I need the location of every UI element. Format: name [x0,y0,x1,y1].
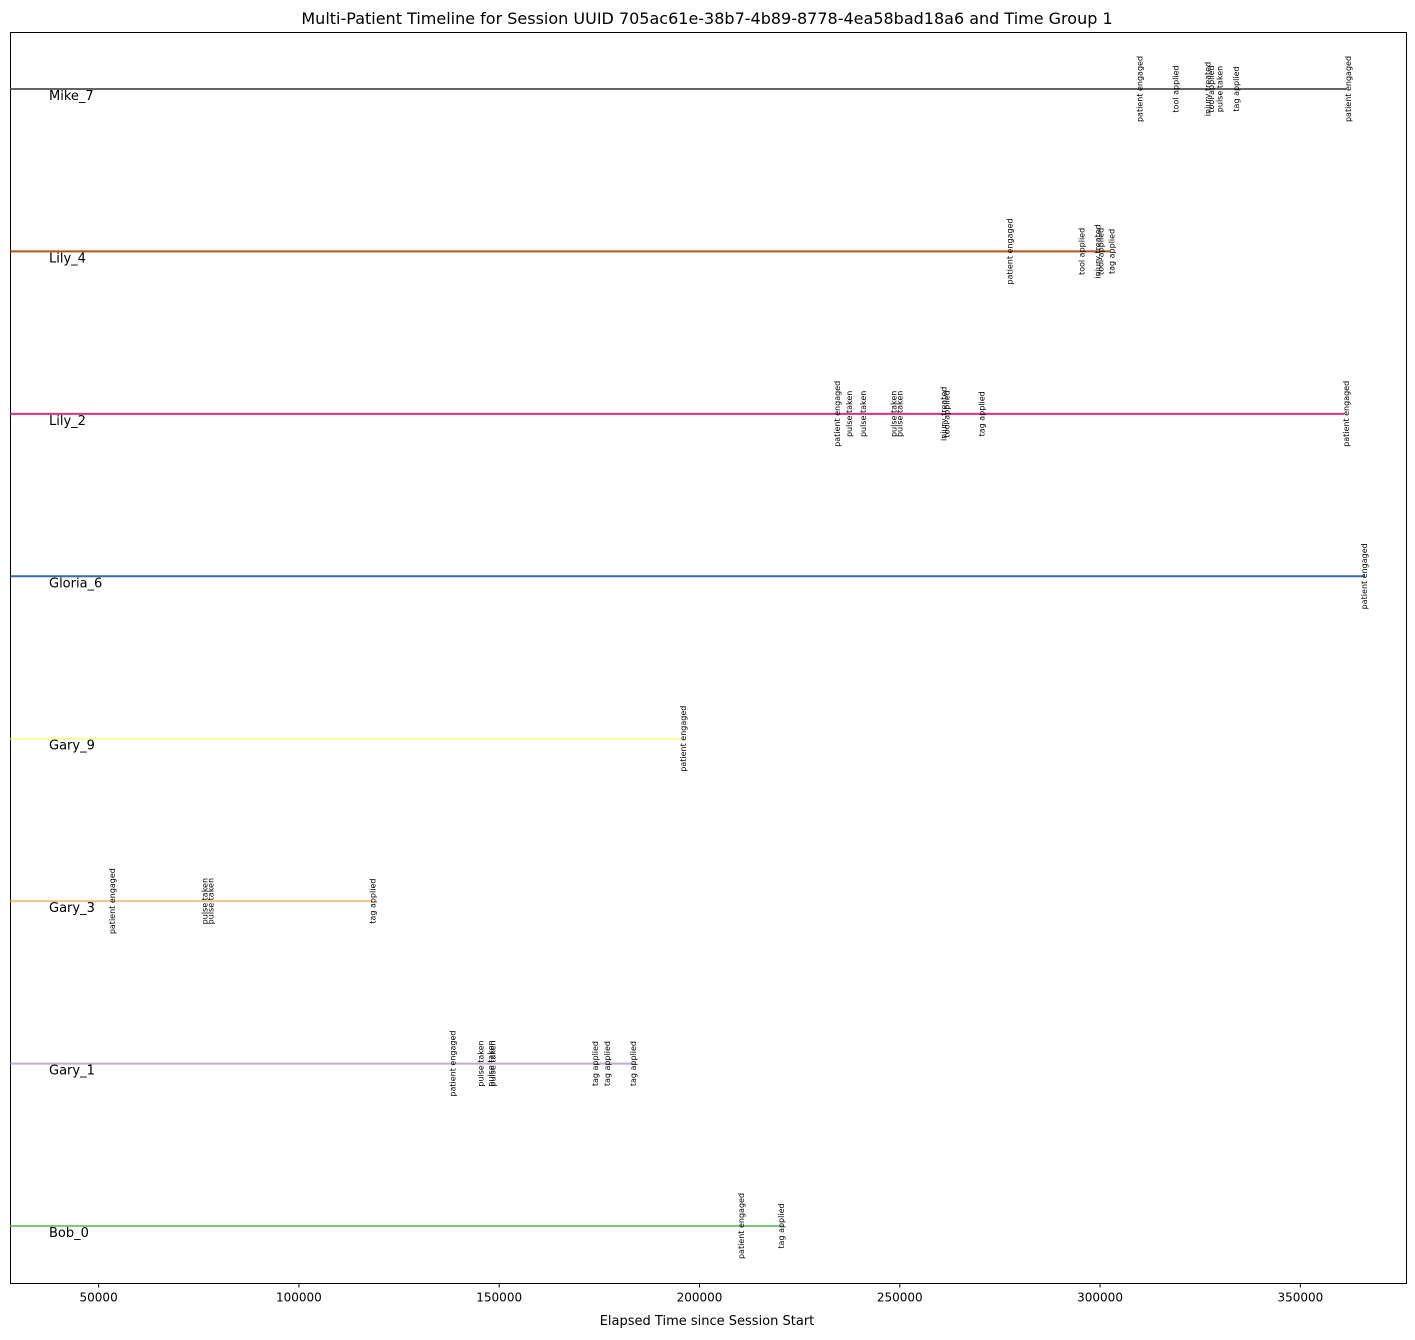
series-label: Lily_2 [49,414,86,429]
series-row: Gary_1 patient engaged pulse taken pulse ta… [10,1031,638,1097]
event-label: pulse taken [206,878,215,924]
event-label: tool applied [943,390,952,437]
event-label: pulse taken [489,1040,498,1086]
series-label: Gary_1 [49,1064,95,1079]
event-label: patient engaged [1360,543,1369,609]
series-label: Gary_3 [49,901,95,916]
event-label: pulse taken [889,391,898,437]
x-axis-label: Elapsed Time since Session Start [600,1314,815,1329]
event-label: tool applied [1207,65,1216,112]
event-label: pulse taken [1216,66,1225,112]
event-label: tool applied [1172,65,1181,112]
x-axis: 50000 100000 150000 200000 250000 300000 35000… [80,1283,1323,1305]
event-label: tag applied [369,879,378,924]
series-row: Lily_2 patient engaged pulse taken pulse ta… [10,381,1351,447]
event-label: tag applied [977,391,986,436]
x-tick-label: 300000 [1077,1291,1123,1305]
event-label: pulse taken [845,391,854,437]
event-label: tag applied [629,1041,638,1086]
event-label: patient engaged [1005,218,1014,284]
event-label: injury treated [1094,224,1103,278]
event-label: patient engaged [1344,56,1353,122]
series-layer: Mike_7 patient engaged tool applied injury … [10,56,1369,1259]
event-label: tag applied [1108,229,1117,274]
event-label: tag applied [1232,66,1241,111]
series-row: Gloria_6 patient engaged [10,543,1369,609]
event-label: pulse taken [859,391,868,437]
series-row: Bob_0 patient engaged tag applied [10,1193,786,1259]
event-label: tag applied [591,1041,600,1086]
x-tick-label: 50000 [80,1291,118,1305]
event-label: pulse taken [487,1040,496,1086]
series-label: Mike_7 [49,89,94,104]
event-label: patient engaged [1342,381,1351,447]
plot-frame [10,32,1407,1284]
event-label: tag applied [777,1203,786,1248]
x-tick-label: 350000 [1277,1291,1323,1305]
x-tick-label: 250000 [877,1291,923,1305]
x-tick-label: 200000 [677,1291,723,1305]
x-tick-label: 100000 [276,1291,322,1305]
chart-title: Multi-Patient Timeline for Session UUID … [301,9,1112,28]
event-label: patient engaged [737,1193,746,1259]
event-label: tag applied [603,1041,612,1086]
event-label: pulse taken [895,391,904,437]
series-row: Lily_4 patient engaged tool applied injury … [10,218,1117,284]
event-label: patient engaged [108,868,117,934]
series-label: Gary_9 [49,739,95,754]
series-row: Mike_7 patient engaged tool applied injury … [10,56,1353,122]
x-tick-label: 150000 [476,1291,522,1305]
event-label: patient engaged [679,706,688,772]
event-label: tool applied [1096,228,1105,275]
event-label: patient engaged [1136,56,1145,122]
series-label: Bob_0 [49,1226,89,1241]
event-label: injury treated [939,387,948,441]
event-label: pulse taken [477,1040,486,1086]
event-label: pulse taken [200,878,209,924]
event-label: tool applied [1078,228,1087,275]
event-label: patient engaged [449,1031,458,1097]
event-label: injury treated [1204,62,1213,116]
series-label: Lily_4 [49,251,86,266]
series-label: Gloria_6 [49,576,102,591]
event-label: patient engaged [833,381,842,447]
series-row: Gary_9 patient engaged [10,706,688,772]
